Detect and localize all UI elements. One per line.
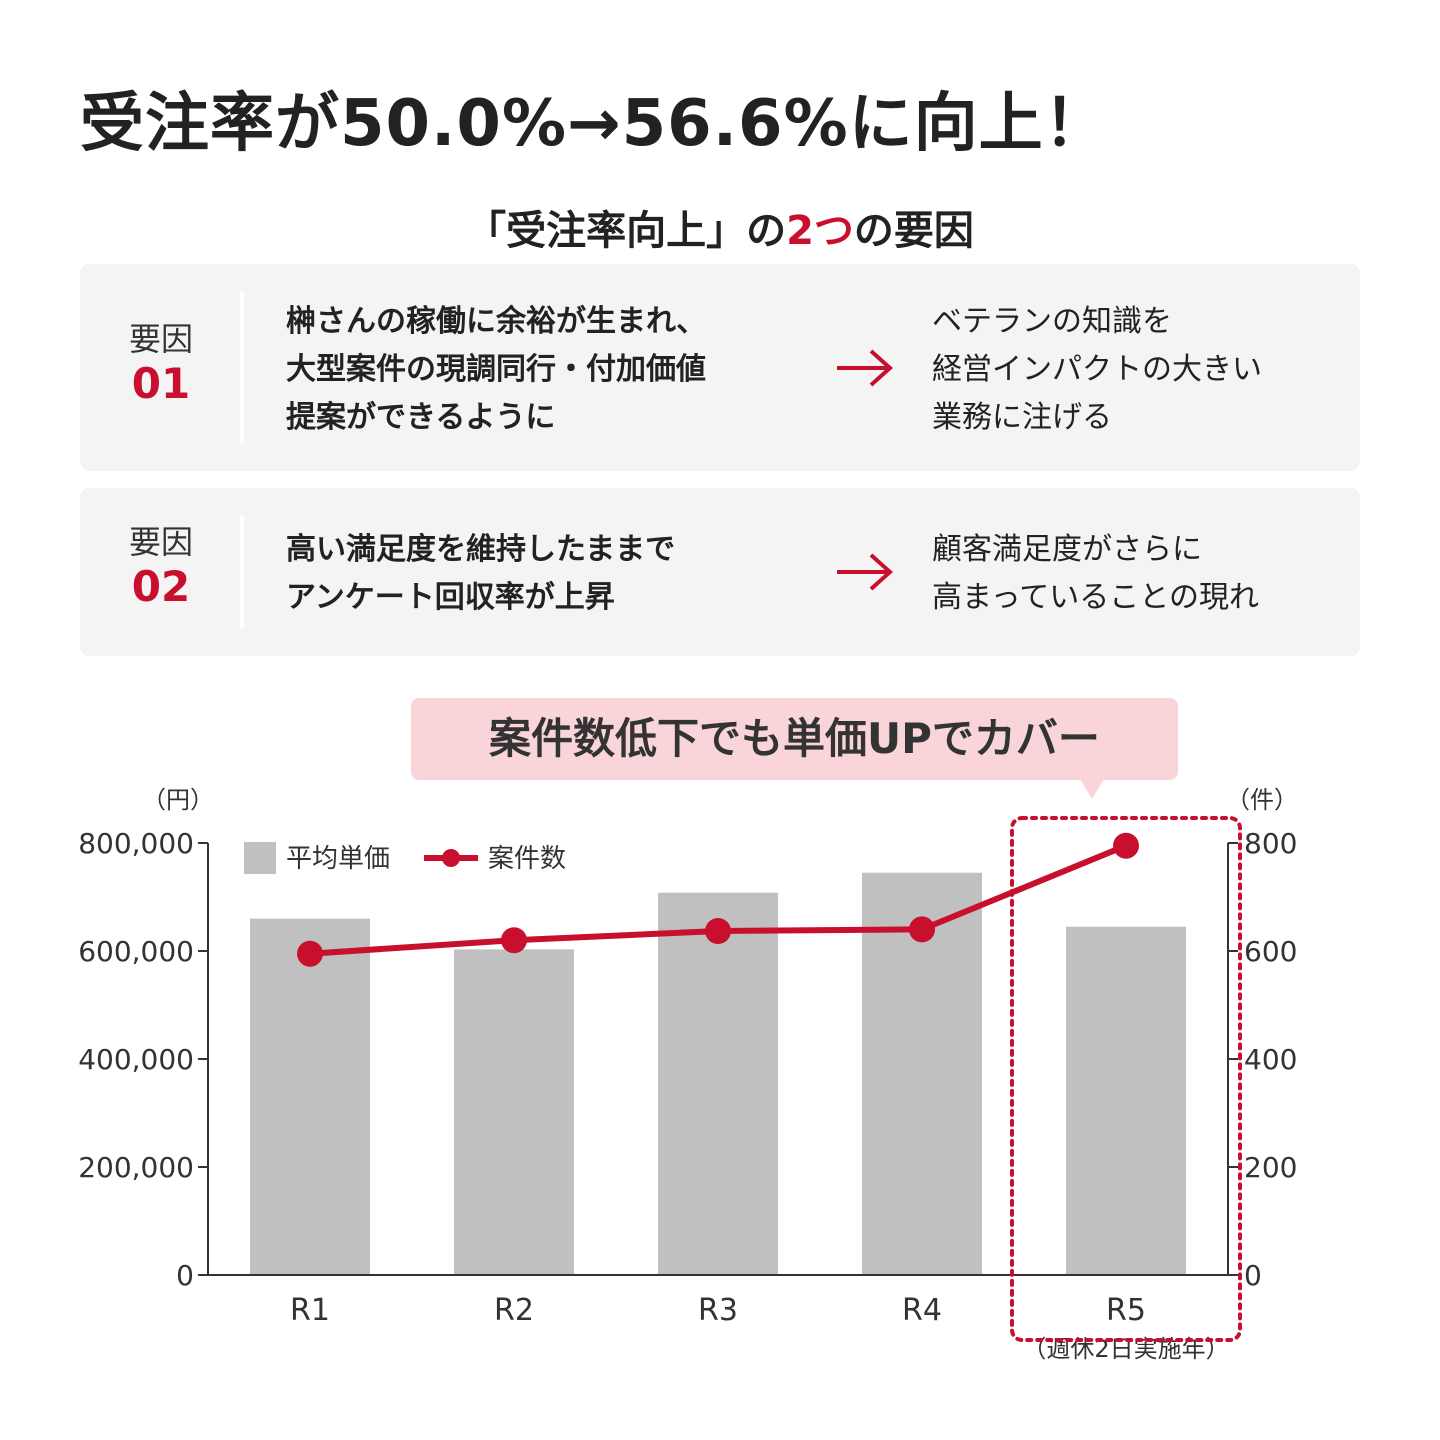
legend-label-line: 案件数	[488, 844, 566, 874]
factors-subtitle: 「受注率向上」の2つの要因	[0, 198, 1440, 256]
factor-label-text: 要因	[128, 320, 193, 358]
factor-cause: 高い満足度を維持したままで アンケート回収率が上昇	[286, 526, 675, 622]
bar-R3	[658, 892, 778, 1275]
legend-label-bar: 平均単価	[286, 844, 390, 874]
x-tick-label: R1	[290, 1293, 330, 1328]
subtitle-prefix: 「受注率向上」の	[466, 208, 787, 254]
callout-tail	[1080, 779, 1104, 799]
left-tick-label: 600,000	[78, 935, 194, 968]
line-point-R2	[501, 927, 527, 954]
left-tick-label: 800,000	[78, 827, 194, 860]
factor-number: 01	[131, 359, 191, 408]
factor-divider	[240, 292, 244, 443]
highlight-box-R5	[1010, 816, 1242, 1342]
cause-line: 提案ができるように	[286, 400, 556, 435]
x-tick-label: R3	[698, 1293, 738, 1328]
right-tick-label: 400	[1244, 1043, 1297, 1076]
factor-cause: 榊さんの稼働に余裕が生まれ、 大型案件の現調同行・付加価値 提案ができるように	[286, 298, 706, 442]
line-point-R5	[1113, 832, 1139, 859]
effect-line: ベテランの知識を	[932, 304, 1172, 339]
bar-R2	[454, 949, 574, 1275]
factor-number: 02	[131, 562, 191, 611]
line-point-R3	[705, 918, 731, 945]
factor-label-text: 要因	[128, 523, 193, 561]
right-tick-label: 200	[1244, 1151, 1297, 1184]
combo-chart: 800,000 600,000 400,000 200,000 0 800 600 400 20…	[78, 786, 1298, 1363]
right-axis-unit: （件）	[1226, 786, 1298, 814]
left-tick-label: 200,000	[78, 1151, 194, 1184]
chart-callout: 案件数低下でも単価UPでカバー	[411, 698, 1178, 780]
effect-line: 顧客満足度がさらに	[932, 532, 1202, 567]
subtitle-suffix: の要因	[853, 208, 974, 254]
left-tick-label: 400,000	[78, 1043, 194, 1076]
effect-line: 経営インパクトの大きい	[932, 352, 1262, 387]
bar-R5	[1066, 926, 1186, 1275]
line-point-R4	[909, 916, 935, 943]
right-tick-label: 0	[1244, 1259, 1262, 1292]
x-tick-label: R5	[1106, 1293, 1146, 1328]
factor-effect: 顧客満足度がさらに 高まっていることの現れ	[932, 526, 1259, 622]
right-tick-label: 800	[1244, 827, 1297, 860]
x-tick-label: R2	[494, 1293, 534, 1328]
bar-R1	[250, 918, 370, 1275]
effect-line: 高まっていることの現れ	[932, 580, 1259, 615]
cause-line: アンケート回収率が上昇	[286, 580, 615, 615]
left-tick-label: 0	[176, 1259, 194, 1292]
x-tick-label: R4	[902, 1293, 942, 1328]
cause-line: 大型案件の現調同行・付加価値	[286, 352, 706, 387]
right-tick-label: 600	[1244, 935, 1297, 968]
factor-effect: ベテランの知識を 経営インパクトの大きい 業務に注げる	[932, 298, 1262, 442]
effect-line: 業務に注げる	[932, 400, 1112, 435]
factor-card-01: 要因 01 榊さんの稼働に余裕が生まれ、 大型案件の現調同行・付加価値 提案がで…	[80, 264, 1360, 471]
left-axis-unit: （円）	[142, 786, 214, 814]
cause-line: 榊さんの稼働に余裕が生まれ、	[286, 304, 707, 339]
arrow-right-icon	[837, 553, 893, 591]
factor-label: 要因 01	[80, 319, 242, 409]
legend-marker	[442, 849, 460, 867]
cause-line: 高い満足度を維持したままで	[286, 532, 676, 567]
factor-card-02: 要因 02 高い満足度を維持したままで アンケート回収率が上昇 顧客満足度がさら…	[80, 488, 1360, 656]
subtitle-accent: 2つ	[786, 208, 854, 254]
page-headline: 受注率が50.0%→56.6%に向上！	[80, 87, 1109, 161]
factor-divider	[240, 516, 244, 628]
factor-label: 要因 02	[80, 522, 242, 612]
line-point-R1	[297, 940, 323, 967]
arrow-right-icon	[837, 349, 893, 387]
legend-swatch-bar	[244, 842, 276, 874]
